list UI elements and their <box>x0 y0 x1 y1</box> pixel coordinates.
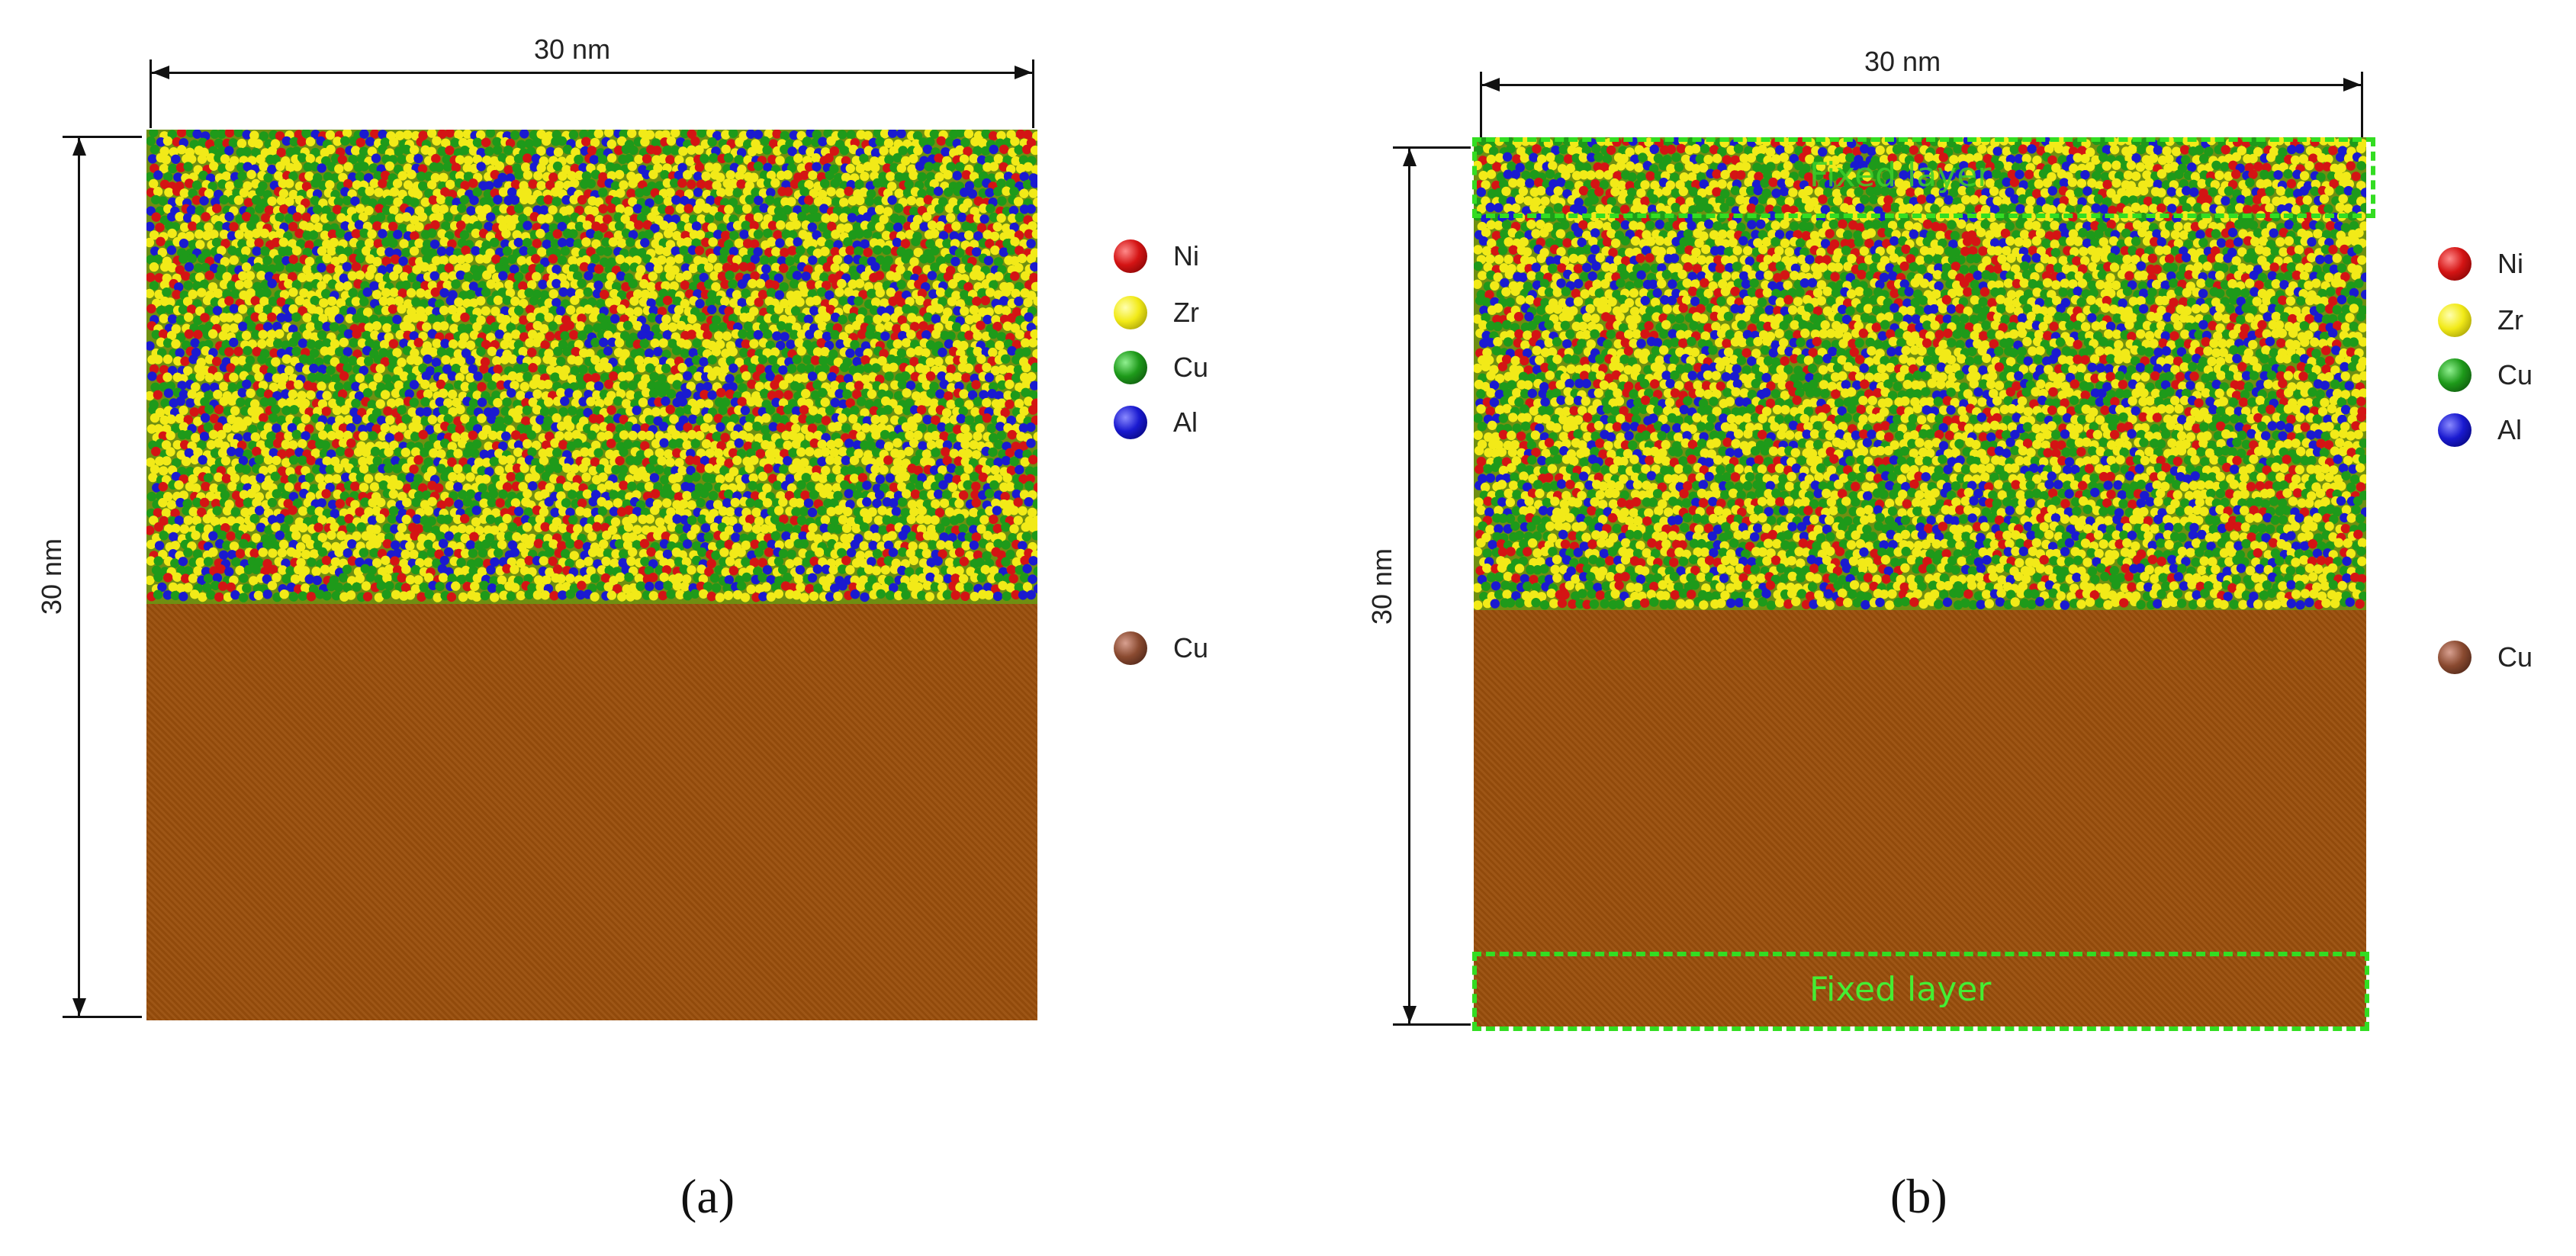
legend-item-cu-a: Cu <box>1114 351 1208 384</box>
copper-substrate-a <box>146 604 1037 1020</box>
height-dimension-line-b <box>1408 146 1410 1025</box>
legend-item-al-b: Al <box>2438 413 2522 447</box>
width-arrowheads-a <box>152 66 1032 79</box>
width-dimension-line-a <box>150 72 1034 74</box>
height-arrowheads-a <box>72 138 86 1016</box>
legend-item-ni-a: Ni <box>1114 239 1199 273</box>
height-dimension-tick-bottom-b <box>1393 1023 1471 1026</box>
height-label-a: 30 nm <box>36 538 68 615</box>
width-arrowheads-b <box>1482 78 2361 92</box>
al-atom-icon <box>1114 406 1147 439</box>
height-dimension-tick-top-b <box>1393 146 1471 149</box>
height-dimension-line-a <box>78 136 80 1017</box>
caption-b: (b) <box>1890 1169 1947 1223</box>
cu-atom-icon <box>2438 358 2471 392</box>
ni-atom-icon <box>1114 239 1147 273</box>
fixed-layer-top-box <box>1472 137 2375 218</box>
legend-item-zr-a: Zr <box>1114 296 1199 329</box>
height-label-b: 30 nm <box>1366 548 1398 625</box>
width-label-b: 30 nm <box>1864 46 1941 77</box>
height-arrowheads-b <box>1403 149 1417 1023</box>
legend-item-cu-substrate-b: Cu <box>2438 641 2533 674</box>
height-dimension-tick-top-a <box>63 136 142 138</box>
fixed-layer-bottom-box <box>1472 952 2369 1031</box>
fixed-layer-bottom-label: Fixed layer <box>1809 970 1992 1009</box>
simulation-box-b <box>1474 137 2366 1026</box>
width-dimension-tick-left-b <box>1480 72 1482 139</box>
cu-substrate-atom-icon <box>2438 641 2471 674</box>
legend-item-zr-b: Zr <box>2438 304 2523 337</box>
al-atom-icon <box>2438 413 2471 447</box>
caption-a: (a) <box>680 1169 735 1223</box>
width-label-a: 30 nm <box>534 34 611 65</box>
legend-item-cu-substrate-a: Cu <box>1114 631 1208 665</box>
fixed-layer-top-label: Fixed layer <box>1809 156 1992 194</box>
cu-substrate-atom-icon <box>1114 631 1147 665</box>
zr-atom-icon <box>1114 296 1147 329</box>
width-dimension-tick-left-a <box>150 59 152 128</box>
legend-item-cu-b: Cu <box>2438 358 2533 392</box>
simulation-box-a <box>146 130 1037 1020</box>
width-dimension-tick-right-a <box>1032 59 1034 128</box>
legend-item-al-a: Al <box>1114 406 1198 439</box>
ni-atom-icon <box>2438 247 2471 281</box>
cu-atom-icon <box>1114 351 1147 384</box>
legend-item-ni-b: Ni <box>2438 247 2523 281</box>
copper-substrate-b <box>1474 610 2366 1026</box>
amorphous-alloy-layer-a <box>146 130 1037 604</box>
amorphous-alloy-layer-b <box>1474 137 2366 610</box>
height-dimension-tick-bottom-a <box>63 1016 142 1018</box>
width-dimension-line-b <box>1480 84 2363 86</box>
zr-atom-icon <box>2438 304 2471 337</box>
width-dimension-tick-right-b <box>2361 72 2363 139</box>
